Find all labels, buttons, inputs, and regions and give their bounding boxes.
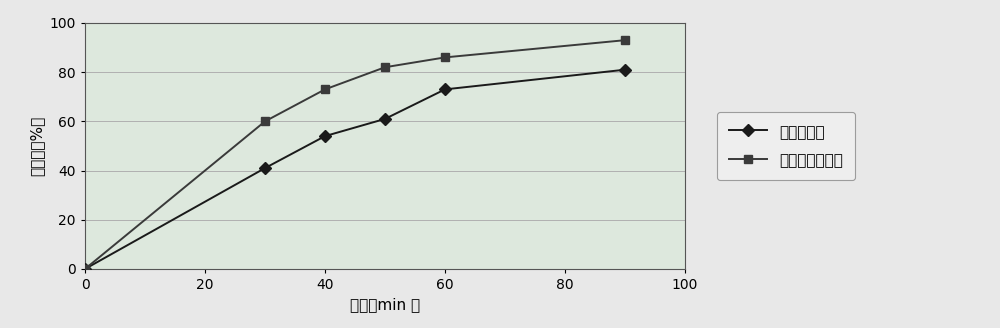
尼尔雌醇冻干片 <box>619 38 631 42</box>
尼尔雌醇冻干片 <box>319 88 331 92</box>
尼尔雌醇冻干片 <box>79 267 91 271</box>
Line: 尼尔雌醇片: 尼尔雌醇片 <box>81 66 629 273</box>
尼尔雌醇冻干片 <box>379 65 391 69</box>
X-axis label: 时间（min ）: 时间（min ） <box>350 297 420 313</box>
尼尔雌醇片 <box>79 267 91 271</box>
Legend: 尼尔雌醇片, 尼尔雌醇冻干片: 尼尔雌醇片, 尼尔雌醇冻干片 <box>717 112 855 180</box>
尼尔雌醇片 <box>319 134 331 138</box>
尼尔雌醇片 <box>439 88 451 92</box>
尼尔雌醇冻干片 <box>439 55 451 59</box>
Line: 尼尔雌醇冻干片: 尼尔雌醇冻干片 <box>81 36 629 273</box>
尼尔雌醇片 <box>619 68 631 72</box>
尼尔雌醇冻干片 <box>259 119 271 123</box>
尼尔雌醇片 <box>259 166 271 170</box>
Y-axis label: 溶出度（%）: 溶出度（%） <box>29 116 44 176</box>
尼尔雌醇片 <box>379 117 391 121</box>
